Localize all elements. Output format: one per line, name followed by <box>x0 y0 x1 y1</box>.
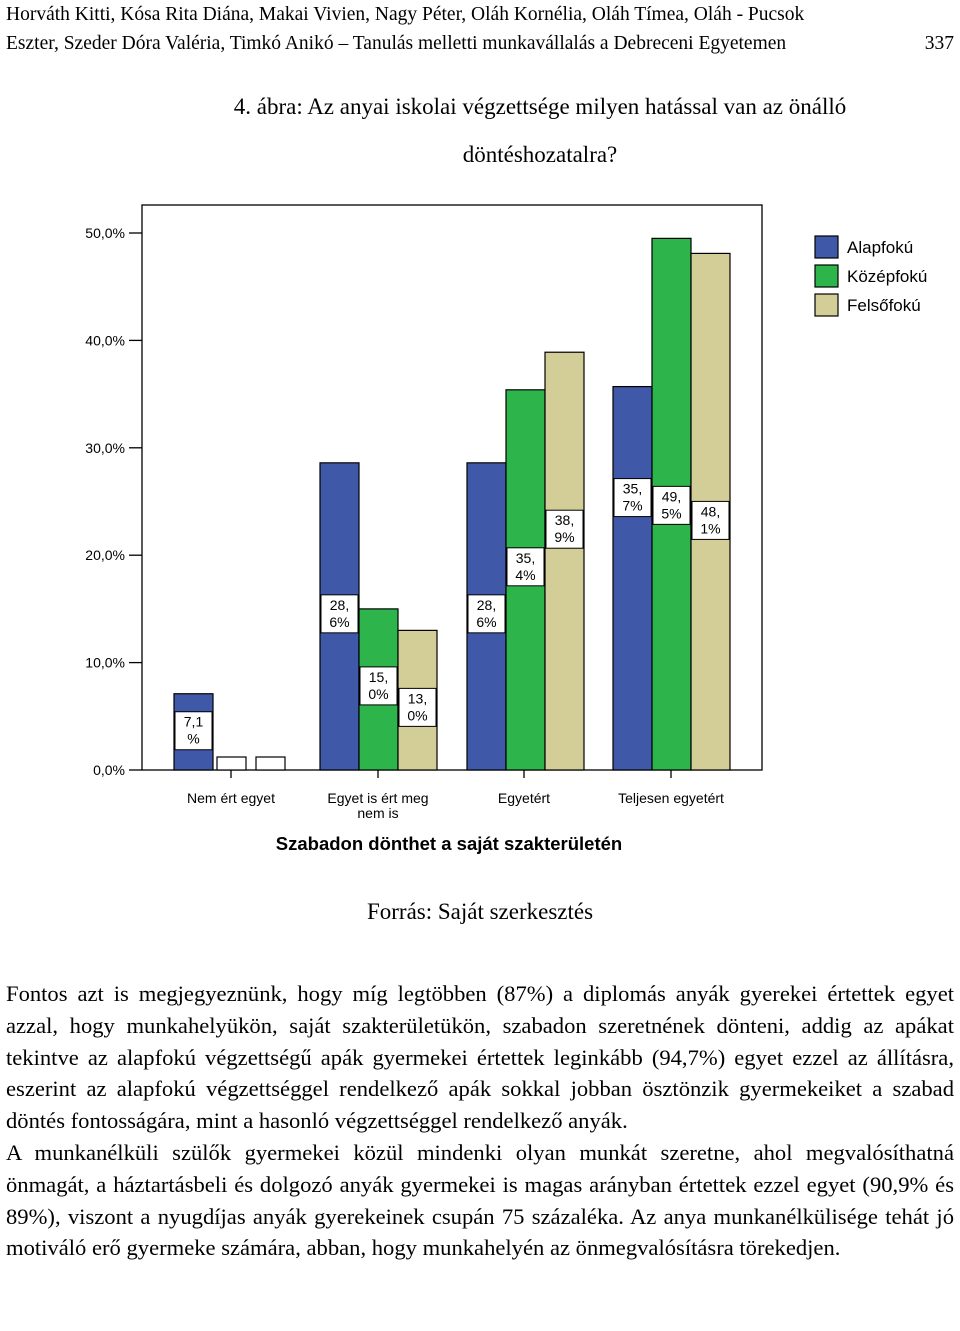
data-label-box <box>652 485 691 525</box>
y-tick-label: 10,0% <box>85 655 125 671</box>
header-line2: Eszter, Szeder Dóra Valéria, Timkó Anikó… <box>6 29 954 58</box>
bar-empty <box>216 756 247 771</box>
data-label-box <box>613 478 652 518</box>
legend-label: Középfokú <box>847 267 927 286</box>
data-label: 38, <box>555 512 574 528</box>
bar-chart: 0,0%10,0%20,0%30,0%40,0%50,0%7,1%28,6%28… <box>85 204 927 854</box>
data-label: 49, <box>662 488 681 504</box>
x-tick-label: Egyet is ért meg <box>327 790 428 806</box>
y-tick-label: 20,0% <box>85 547 125 563</box>
legend-label: Alapfokú <box>847 238 913 257</box>
figure-caption-line1: 4. ábra: Az anyai iskolai végzettsége mi… <box>233 94 847 119</box>
data-label: 35, <box>516 550 535 566</box>
x-tick-label: Egyetért <box>498 790 550 806</box>
running-header: Horváth Kitti, Kósa Rita Diána, Makai Vi… <box>6 0 954 58</box>
data-label: 28, <box>477 597 496 613</box>
y-tick-label: 30,0% <box>85 440 125 456</box>
data-label-box <box>467 594 506 634</box>
body-text: Fontos azt is megjegyeznünk, hogy míg le… <box>6 978 954 1264</box>
header-authors-line1: Horváth Kitti, Kósa Rita Diána, Makai Vi… <box>6 4 805 25</box>
data-label: % <box>187 731 199 747</box>
data-label: 1% <box>700 520 720 536</box>
legend-swatch <box>814 235 839 259</box>
x-tick-label: Nem ért egyet <box>187 790 275 806</box>
data-label: 13, <box>408 690 427 706</box>
paragraph-1: Fontos azt is megjegyeznünk, hogy míg le… <box>6 981 954 1134</box>
y-tick-label: 0,0% <box>93 762 125 778</box>
data-label: 0% <box>407 707 427 723</box>
data-label-box <box>506 547 545 587</box>
data-label-box <box>398 687 437 727</box>
data-label: 6% <box>476 614 496 630</box>
page-number: 337 <box>924 33 954 54</box>
data-label: 7,1 <box>184 714 204 730</box>
data-label: 15, <box>369 669 388 685</box>
figure-caption-line2: döntéshozatalra? <box>462 142 618 167</box>
bar <box>612 385 653 771</box>
y-tick-label: 50,0% <box>85 225 125 241</box>
y-tick-label: 40,0% <box>85 332 125 348</box>
data-label-box <box>359 666 398 706</box>
x-tick-label: nem is <box>357 805 398 821</box>
header-authors-title: Eszter, Szeder Dóra Valéria, Timkó Anikó… <box>6 33 787 54</box>
data-label: 6% <box>329 614 349 630</box>
bar-empty <box>255 756 286 771</box>
data-label: 35, <box>623 481 642 497</box>
data-label: 0% <box>368 686 388 702</box>
legend-swatch <box>814 264 839 288</box>
data-label: 28, <box>330 597 349 613</box>
data-label-box <box>545 509 584 549</box>
data-label: 4% <box>515 567 535 583</box>
data-label-box <box>691 500 730 540</box>
legend-label: Felsőfokú <box>847 296 921 315</box>
data-label: 48, <box>701 503 720 519</box>
x-tick-label: Teljesen egyetért <box>618 790 724 806</box>
paragraph-2: A munkanélküli szülők gyermekei közül mi… <box>6 1139 954 1261</box>
data-label: 9% <box>554 529 574 545</box>
bar <box>544 351 585 771</box>
data-label: 5% <box>661 505 681 521</box>
data-label-box <box>174 711 213 751</box>
figure-source: Forrás: Saját szerkesztés <box>366 899 594 924</box>
legend-swatch <box>814 293 839 317</box>
data-label: 7% <box>622 498 642 514</box>
data-label-box <box>320 594 359 634</box>
plot-frame <box>141 204 763 771</box>
x-axis-title: Szabadon dönthet a saját szakterületén <box>276 833 622 854</box>
